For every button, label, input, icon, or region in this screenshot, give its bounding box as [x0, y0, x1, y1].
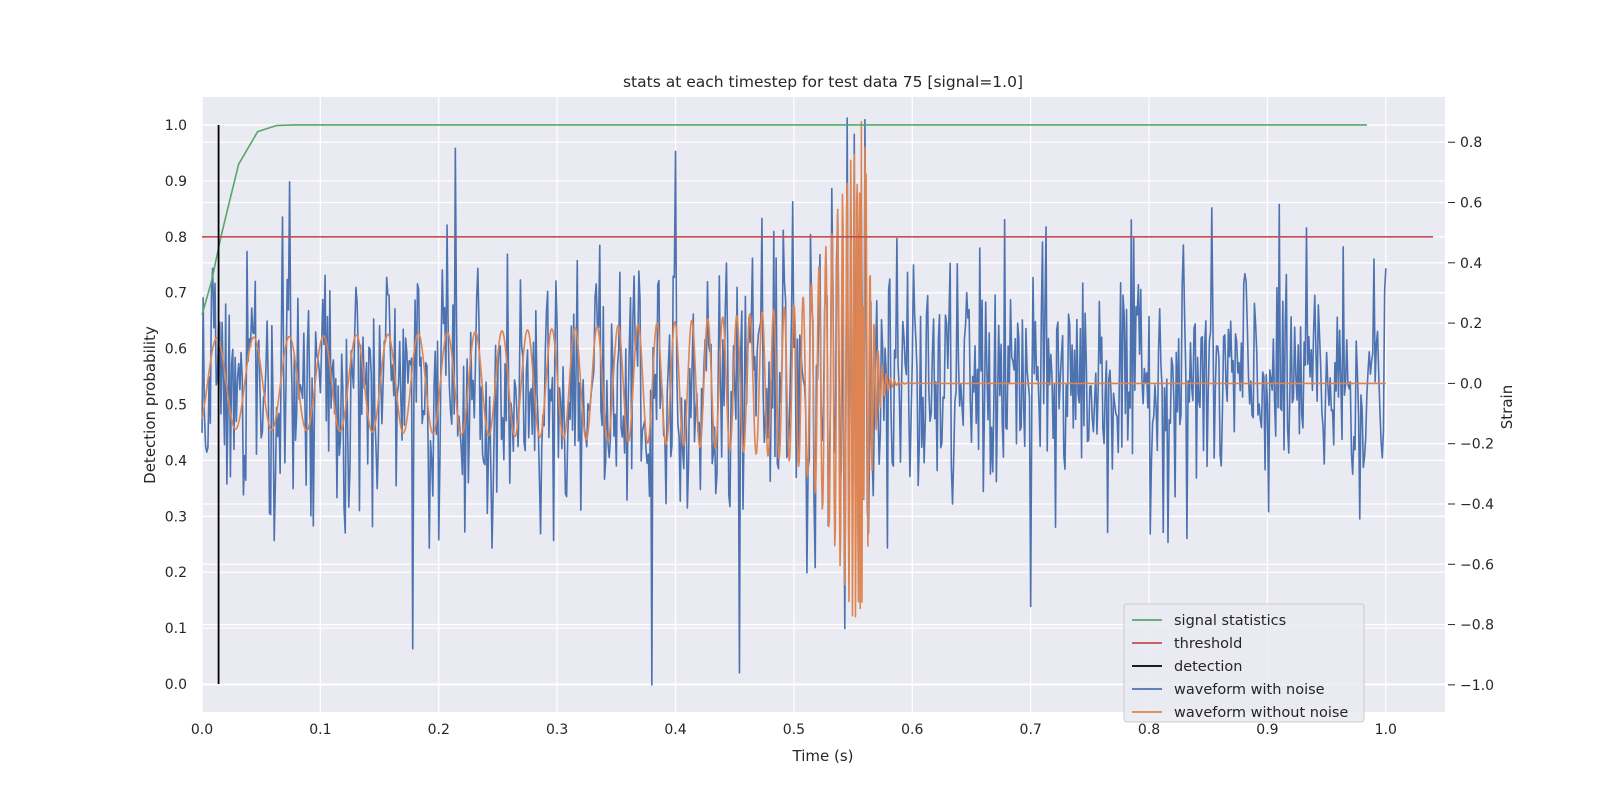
y2-tick-label: −0.2: [1460, 437, 1494, 453]
x-tick-label: 0.8: [1138, 722, 1160, 738]
y-tick-label: 0.2: [165, 565, 187, 581]
y-axis-label: Detection probability: [141, 326, 159, 484]
legend-label: waveform without noise: [1174, 705, 1348, 721]
y2-tick-label: 0.4: [1460, 256, 1482, 272]
x-tick-label: 0.6: [901, 722, 923, 738]
series-signal-statistics: [201, 124, 1367, 316]
y2-tick-label: 0.8: [1460, 135, 1482, 151]
legend-label: signal statistics: [1174, 613, 1286, 629]
legend-label: detection: [1174, 659, 1242, 675]
y2-tick-label: 0.2: [1460, 316, 1482, 332]
x-tick-label: 0.9: [1256, 722, 1278, 738]
series-waveform-without-noise: [201, 120, 1387, 618]
y2-axis-label: Strain: [1498, 385, 1516, 429]
x-tick-label: 0.0: [191, 722, 213, 738]
chart-title: stats at each timestep for test data 75 …: [623, 73, 1023, 91]
y-tick-label: 1.0: [165, 118, 187, 134]
x-tick-label: 0.5: [783, 722, 805, 738]
y-tick-label: 0.5: [165, 398, 187, 414]
y-tick-label: 0.3: [165, 509, 187, 525]
y-tick-label: 0.4: [165, 453, 187, 469]
legend-label: threshold: [1174, 636, 1242, 652]
legend-box: [1123, 603, 1365, 723]
x-tick-label: 0.4: [664, 722, 686, 738]
legend-label: waveform with noise: [1174, 682, 1325, 698]
series-layer: [201, 117, 1434, 686]
y-tick-label: 0.0: [165, 677, 187, 693]
x-tick-label: 0.2: [428, 722, 450, 738]
y2-tick-label: −0.8: [1460, 618, 1494, 634]
y-tick-label: 0.6: [165, 342, 187, 358]
x-tick-label: 0.1: [309, 722, 331, 738]
series-waveform-with-noise: [201, 117, 1387, 686]
y-tick-label: 0.8: [165, 230, 187, 246]
x-axis-label: Time (s): [792, 747, 854, 765]
y2-tick-label: 0.0: [1460, 376, 1482, 392]
ticks: 0.0 0.1 0.2 0.3 0.4 0.5 0.6 0.7 0.8 0.9 1.0 0.0 0.1 0…: [165, 118, 1494, 738]
x-tick-label: 1.0: [1375, 722, 1397, 738]
legend: signal statistics threshold detection wavef…: [1123, 603, 1365, 723]
x-tick-label: 0.3: [546, 722, 568, 738]
y-tick-label: 0.9: [165, 174, 187, 190]
y2-tick-label: −0.6: [1460, 557, 1494, 573]
x-tick-label: 0.7: [1020, 722, 1042, 738]
y2-tick-label: −1.0: [1460, 678, 1494, 694]
y-tick-label: 0.7: [165, 286, 187, 302]
y2-tick-label: −0.4: [1460, 497, 1494, 513]
y-tick-label: 0.1: [165, 621, 187, 637]
y2-tick-label: 0.6: [1460, 196, 1482, 212]
